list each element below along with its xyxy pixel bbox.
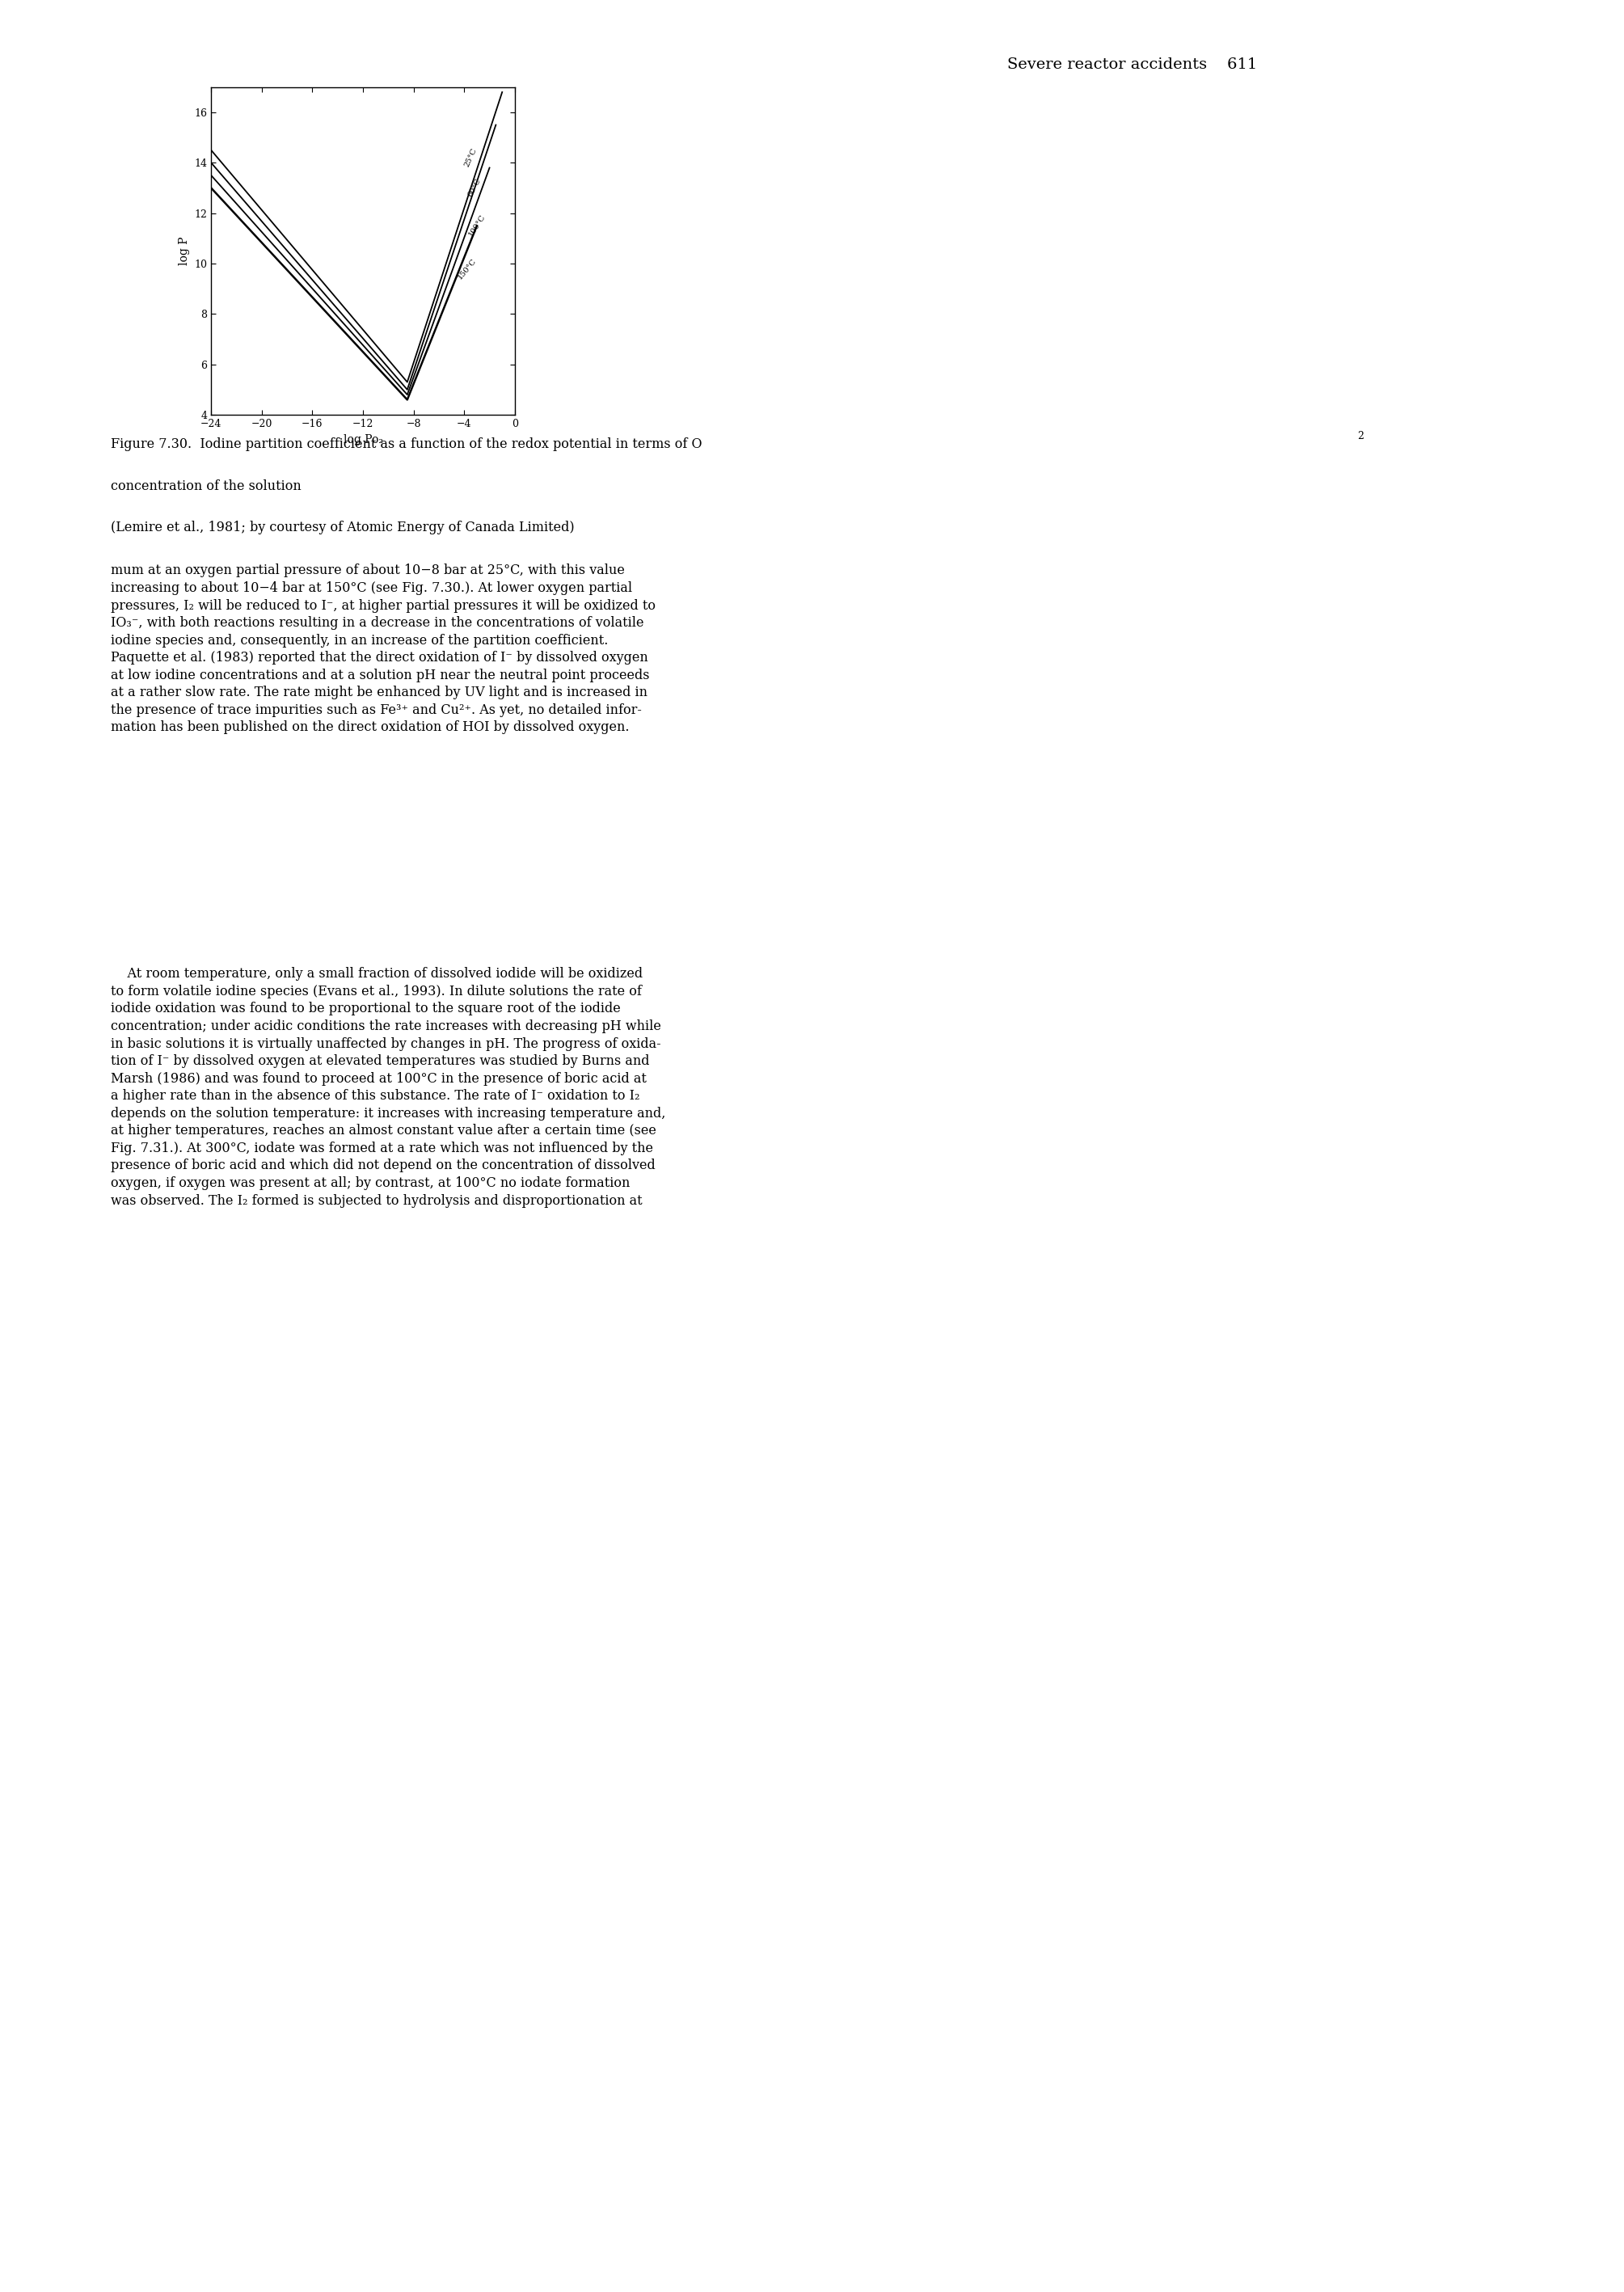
Text: concentration of the solution: concentration of the solution	[110, 479, 300, 493]
Text: 2: 2	[1358, 431, 1364, 442]
Text: At room temperature, only a small fraction of dissolved iodide will be oxidized
: At room temperature, only a small fracti…	[110, 967, 666, 1208]
Text: (Lemire et al., 1981; by courtesy of Atomic Energy of Canada Limited): (Lemire et al., 1981; by courtesy of Ato…	[110, 520, 575, 534]
Text: 25°C: 25°C	[463, 147, 477, 167]
Text: 100°C: 100°C	[468, 213, 487, 238]
Text: 60°C: 60°C	[466, 176, 482, 199]
Text: mum at an oxygen partial pressure of about 10−8 bar at 25°C, with this value
inc: mum at an oxygen partial pressure of abo…	[110, 564, 654, 733]
Text: 150°C: 150°C	[456, 257, 477, 280]
Text: Severe reactor accidents    611: Severe reactor accidents 611	[1007, 57, 1257, 71]
X-axis label: log Po₂: log Po₂	[343, 433, 383, 445]
Text: Figure 7.30.  Iodine partition coefficient as a function of the redox potential : Figure 7.30. Iodine partition coefficien…	[110, 438, 702, 452]
Y-axis label: log P: log P	[179, 236, 190, 266]
